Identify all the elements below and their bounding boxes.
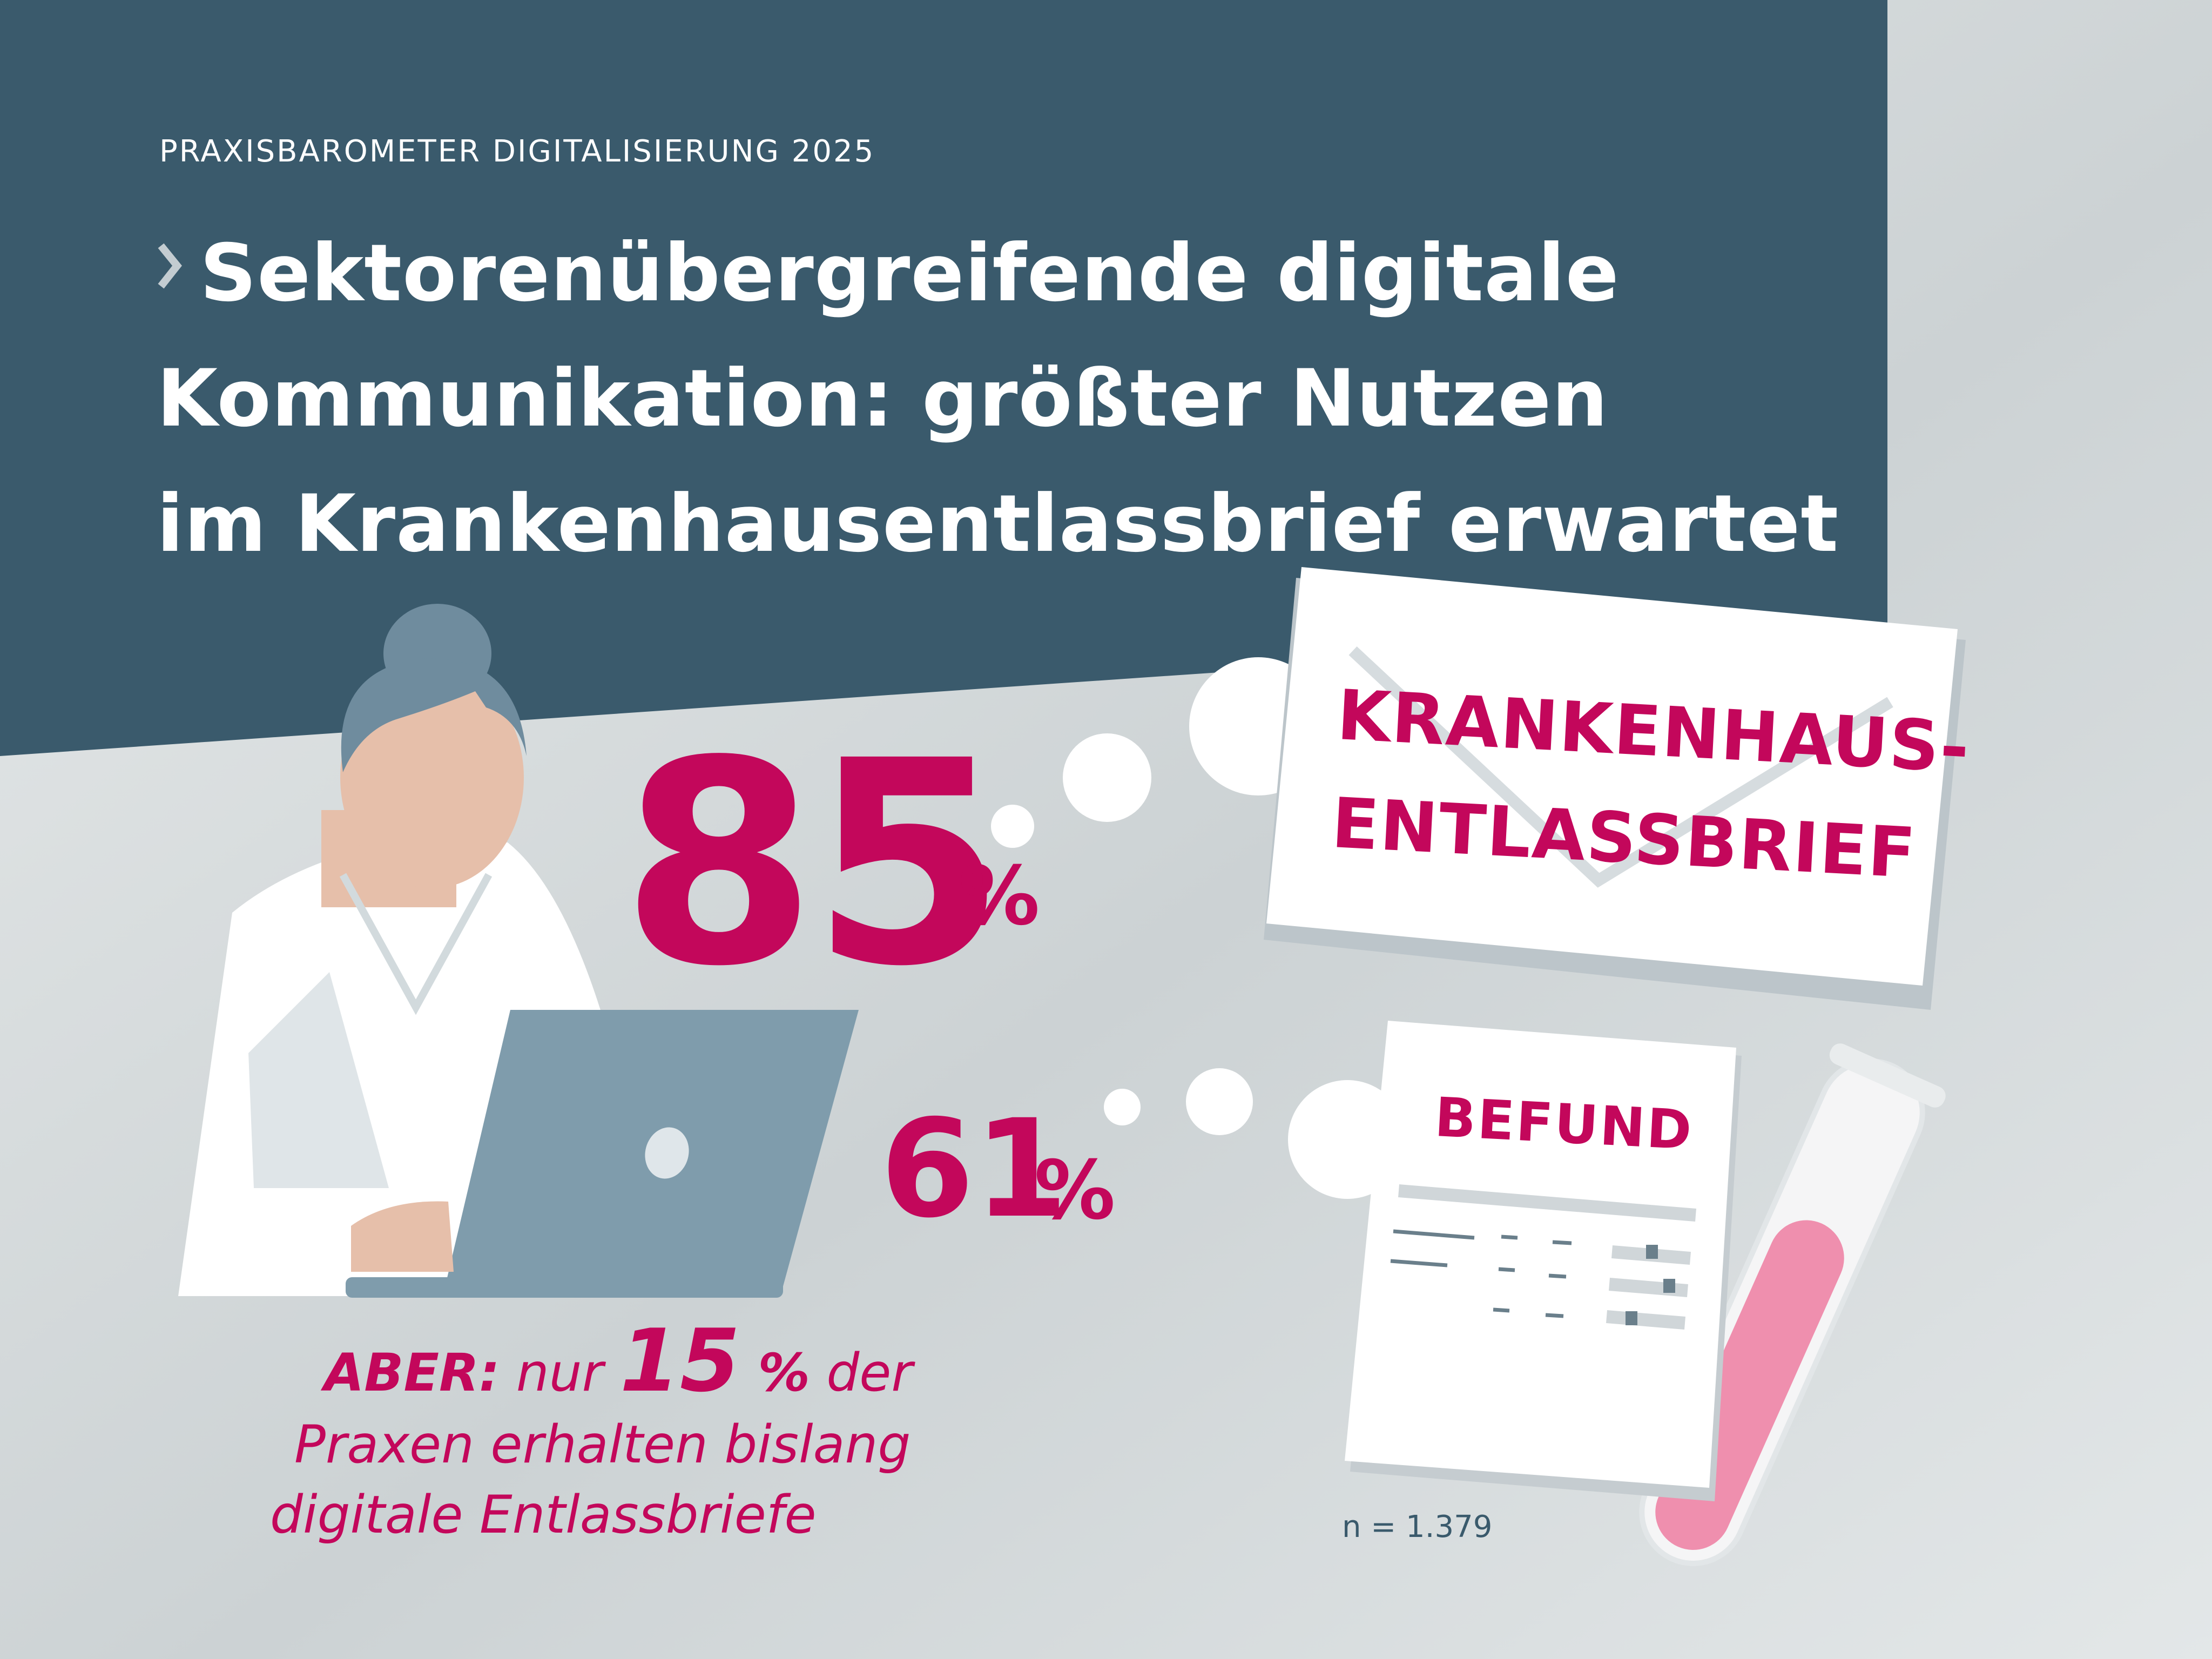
stat-primary-value: 85 bbox=[621, 700, 1007, 1028]
laptop-logo bbox=[645, 1127, 689, 1179]
page-title: Sektorenübergreifende digitale bbox=[200, 211, 1620, 336]
thought-bubble-medium-2 bbox=[1186, 1068, 1253, 1135]
title-line-3: im Krankenhausentlassbrief erwartet bbox=[157, 478, 1839, 570]
note-line-3: digitale Entlassbriefe bbox=[270, 1485, 817, 1545]
note-prefix: ABER: bbox=[324, 1343, 500, 1403]
chevron-right-icon bbox=[158, 243, 182, 289]
laptop-base bbox=[346, 1277, 783, 1298]
thought-bubble-small-2 bbox=[1104, 1089, 1141, 1125]
note-line-1: ABER: nur 15 % der bbox=[324, 1318, 913, 1408]
discharge-letter-card bbox=[1264, 567, 1966, 1010]
sample-size: n = 1.379 bbox=[1342, 1509, 1493, 1545]
thought-bubble-medium bbox=[1063, 733, 1151, 822]
note-line-2: Praxen erhalten bislang bbox=[294, 1414, 911, 1475]
title-line-1: Sektorenübergreifende digitale bbox=[200, 227, 1620, 319]
stat-secondary-sign: % bbox=[1034, 1144, 1116, 1238]
stat-secondary-value: 61 bbox=[880, 1090, 1068, 1247]
doctor-illustration bbox=[178, 604, 859, 1298]
page-title-cont: Kommunikation: größter Nutzen im Kranken… bbox=[157, 336, 1839, 586]
thought-bubble-small bbox=[991, 805, 1034, 848]
hand bbox=[351, 1201, 454, 1272]
stat-primary-sign: % bbox=[959, 849, 1040, 943]
report-label: BEFUND bbox=[1433, 1085, 1695, 1162]
header-band bbox=[0, 0, 1887, 756]
note-percent: % bbox=[740, 1343, 810, 1403]
report-sheet bbox=[1345, 1021, 1742, 1501]
hair bbox=[341, 658, 527, 772]
title-line-2: Kommunikation: größter Nutzen bbox=[157, 353, 1609, 444]
note-mid: nur bbox=[500, 1343, 620, 1403]
note-suffix: der bbox=[810, 1343, 913, 1403]
kicker: PRAXISBAROMETER DIGITALISIERUNG 2025 bbox=[159, 134, 875, 169]
note-number: 15 bbox=[619, 1310, 740, 1411]
